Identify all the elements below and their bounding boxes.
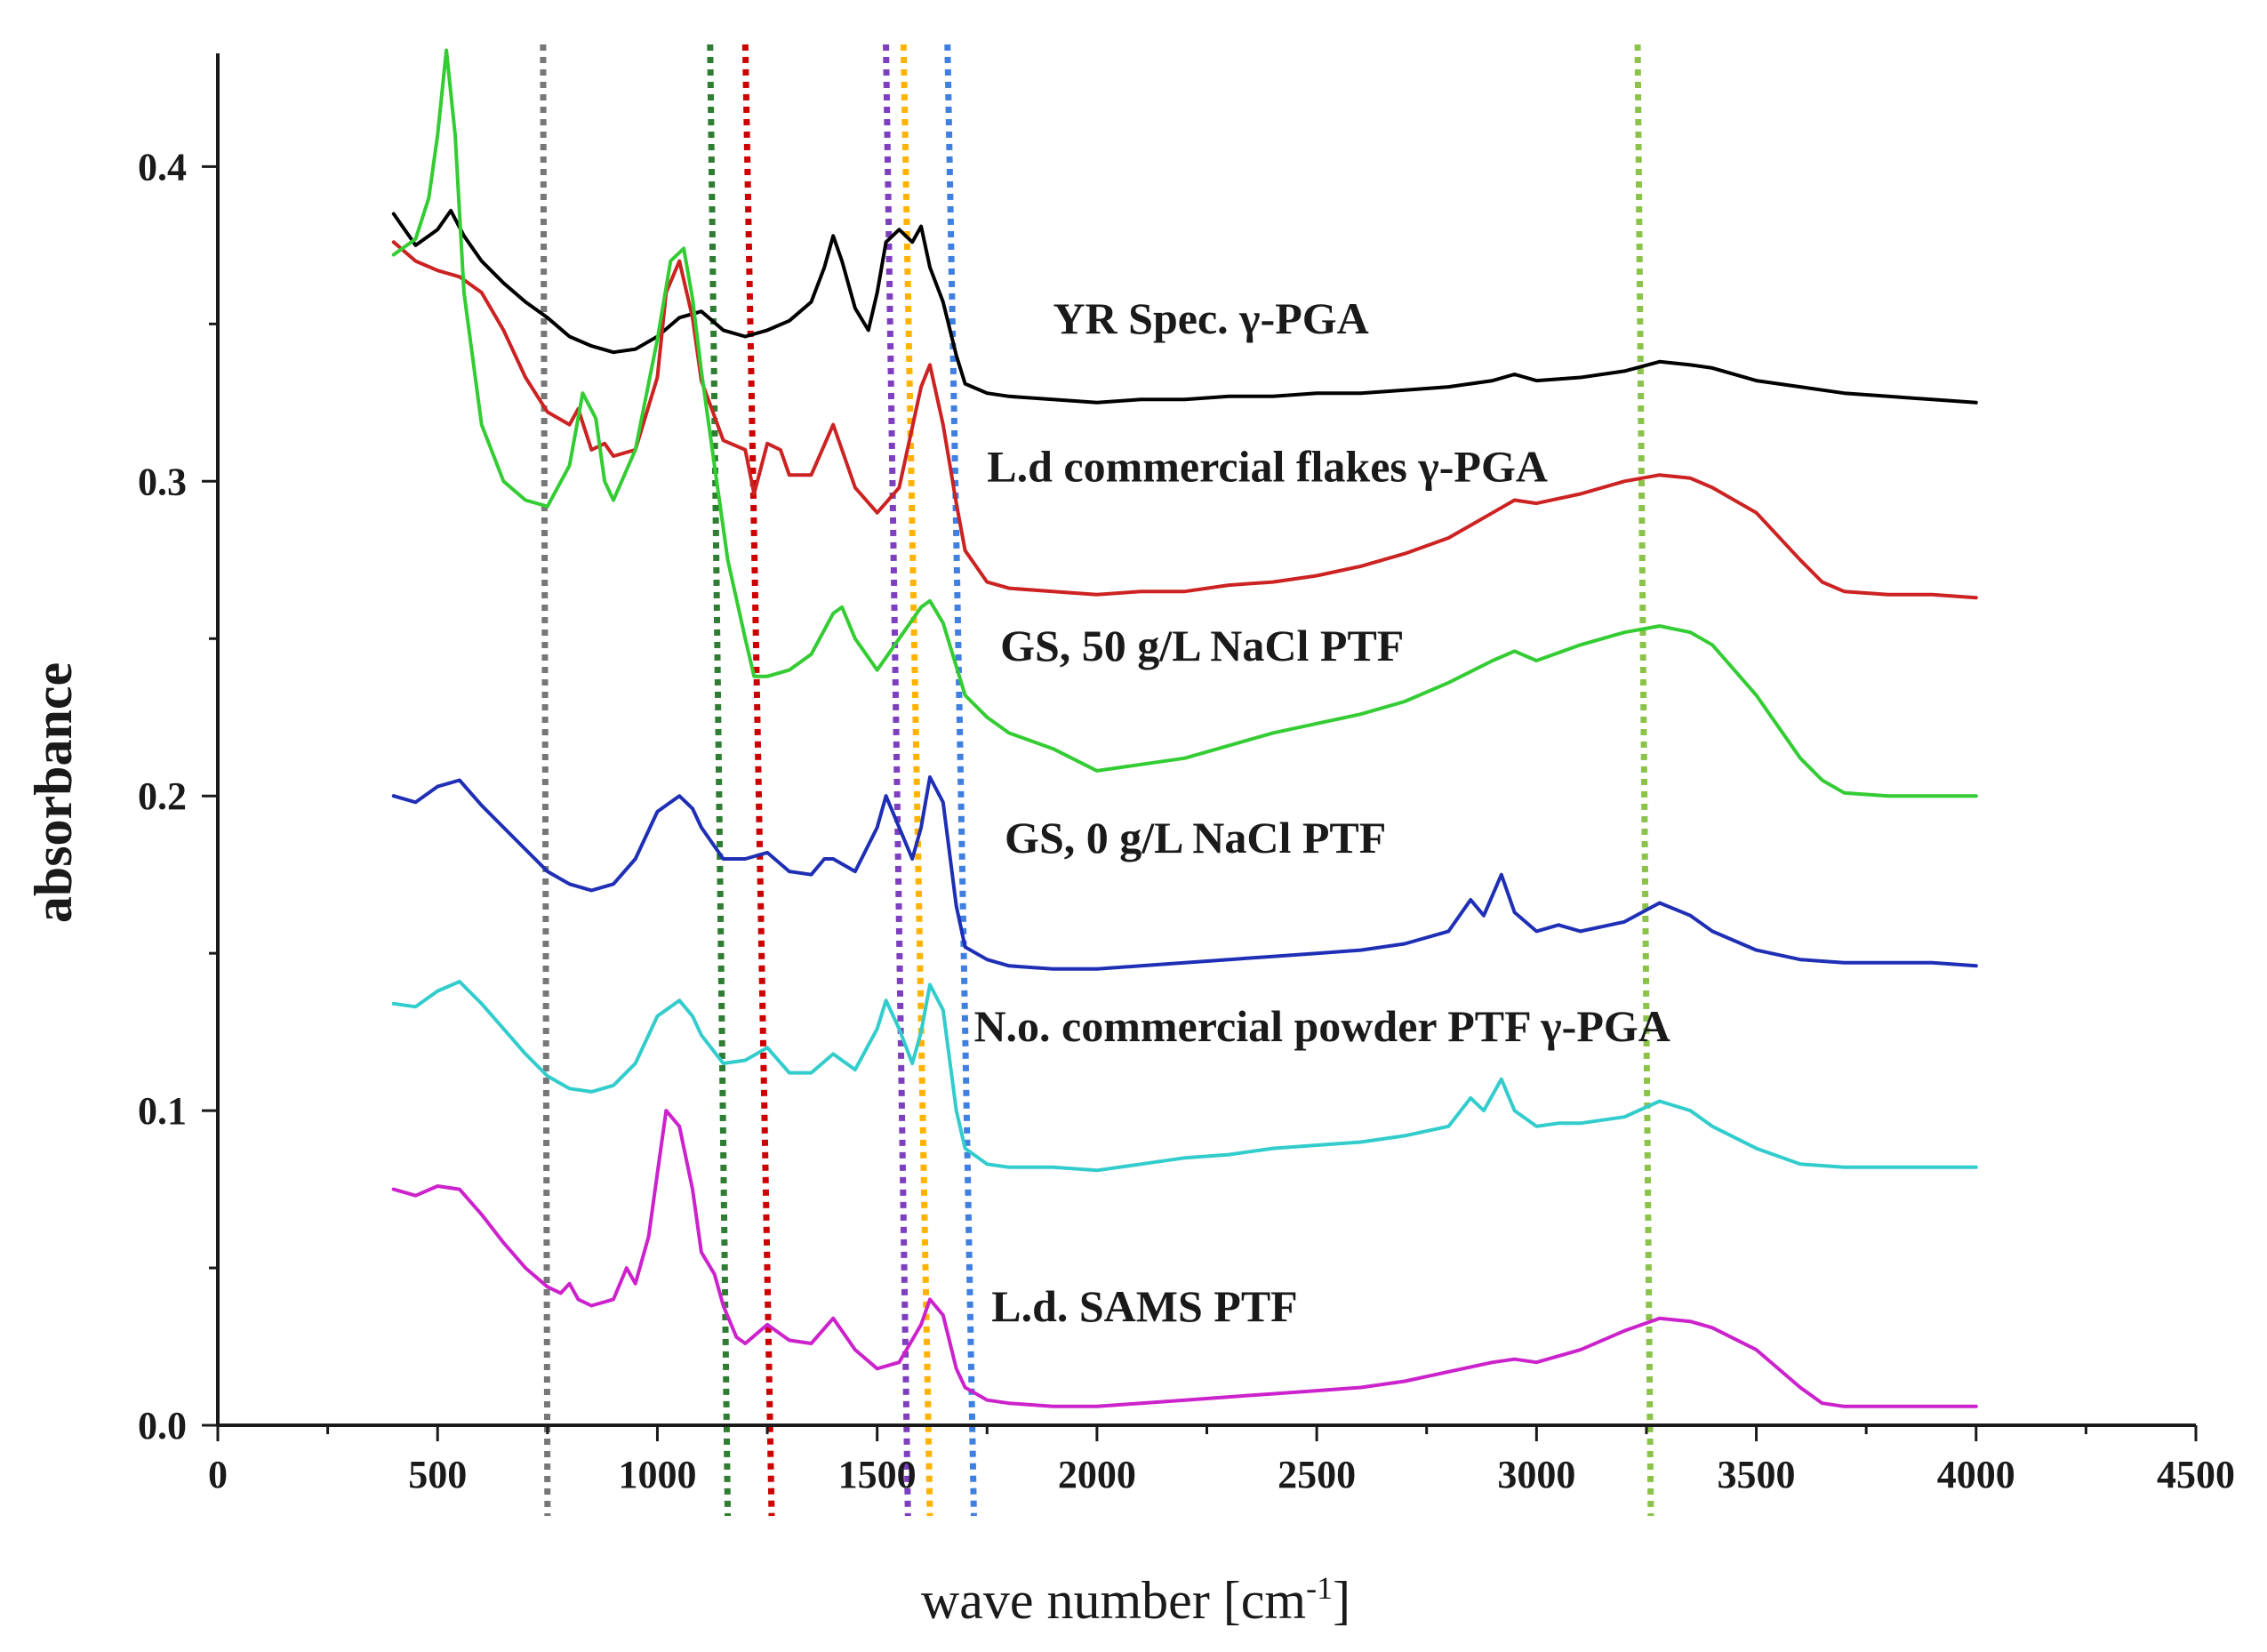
y-tick-label: 0.2 — [138, 774, 187, 818]
series-label: GS, 0 g/L NaCl PTF — [1005, 813, 1386, 862]
x-axis-title-close: ] — [1333, 1571, 1350, 1630]
vertical-marker-line — [1634, 44, 1654, 1517]
x-axis-title: wave number [cm-1] — [921, 1570, 1350, 1630]
y-tick-label: 0.3 — [138, 460, 187, 503]
series-label: L.d commercial flakes γ-PGA — [987, 441, 1548, 491]
vertical-marker-line — [540, 44, 551, 1517]
x-tick-label: 3000 — [1497, 1453, 1575, 1496]
series-label: YR Spec. γ-PGA — [1053, 293, 1368, 343]
y-tick-label: 0.1 — [138, 1089, 187, 1133]
vertical-marker-line — [944, 44, 977, 1517]
series-line — [391, 1109, 1978, 1408]
vertical-marker-line — [900, 44, 933, 1517]
y-tick-label: 0.4 — [138, 145, 187, 188]
y-tick-label: 0.0 — [138, 1404, 187, 1448]
x-tick-label: 1000 — [618, 1453, 696, 1496]
x-tick-label: 0 — [208, 1453, 228, 1496]
series-line — [391, 48, 1978, 798]
x-tick-label: 1500 — [838, 1453, 917, 1496]
vertical-marker-line — [883, 44, 911, 1517]
series-label: GS, 50 g/L NaCl PTF — [1000, 621, 1404, 670]
axes — [216, 53, 2196, 1427]
x-tick-label: 500 — [408, 1453, 467, 1496]
series-line — [391, 208, 1978, 405]
x-axis-title-superscript: -1 — [1306, 1570, 1333, 1606]
y-axis-title: absorbance — [24, 662, 83, 923]
axis-ticks: 0 500 1000 1500 2000 2500 3000 3500 4000 4500 0.0 0… — [138, 145, 2235, 1496]
x-axis-title-text: wave number [cm — [921, 1571, 1306, 1630]
vertical-marker-line — [741, 44, 775, 1517]
series-line — [391, 980, 1978, 1173]
series-label: N.o. commercial powder PTF γ-PGA — [973, 1001, 1670, 1051]
spectra-series — [391, 48, 1978, 1408]
x-tick-label: 2000 — [1058, 1453, 1136, 1496]
series-line — [391, 240, 1978, 600]
series-labels: YR Spec. γ-PGA L.d commercial flakes γ-PG… — [973, 293, 1670, 1331]
series-label: L.d. SAMS PTF — [991, 1281, 1298, 1331]
x-tick-label: 4500 — [2157, 1453, 2235, 1496]
vertical-marker-line — [707, 44, 732, 1517]
x-tick-label: 2500 — [1278, 1453, 1356, 1496]
vertical-marker-lines — [540, 44, 1654, 1517]
x-tick-label: 3500 — [1718, 1453, 1796, 1496]
x-tick-label: 4000 — [1937, 1453, 2015, 1496]
series-line — [391, 775, 1978, 971]
